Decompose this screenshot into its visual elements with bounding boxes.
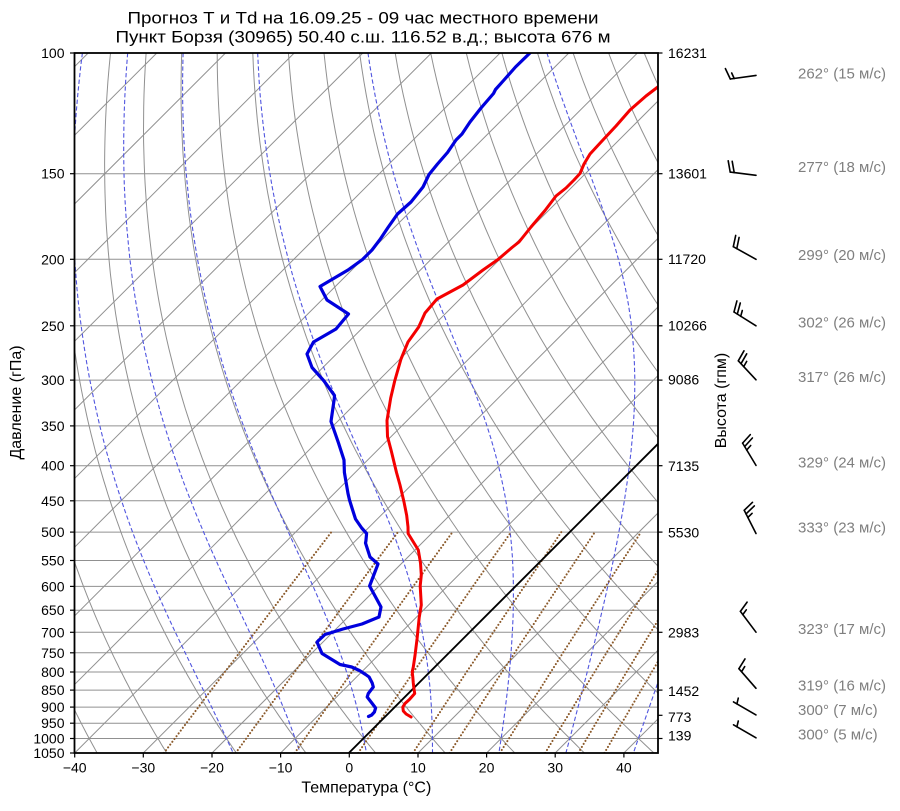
svg-text:Высота (гпм): Высота (гпм) [713, 353, 730, 449]
svg-text:139: 139 [668, 727, 692, 743]
svg-text:900: 900 [41, 699, 65, 715]
svg-text:350: 350 [41, 418, 65, 434]
svg-text:300° (7 м/с): 300° (7 м/с) [798, 702, 878, 719]
svg-text:750: 750 [41, 645, 65, 661]
svg-text:317° (26 м/с): 317° (26 м/с) [798, 369, 886, 386]
svg-text:Давление (гПа): Давление (гПа) [8, 345, 25, 459]
svg-text:300° (5 м/с): 300° (5 м/с) [798, 727, 878, 744]
svg-text:323° (17 м/с): 323° (17 м/с) [798, 621, 886, 638]
svg-text:800: 800 [41, 664, 65, 680]
svg-text:1452: 1452 [668, 683, 699, 699]
svg-text:Пункт Борзя (30965) 50.40 с.ш.: Пункт Борзя (30965) 50.40 с.ш. 116.52 в.… [116, 28, 611, 47]
svg-text:−40: −40 [63, 760, 87, 776]
svg-text:277° (18 м/с): 277° (18 м/с) [798, 159, 886, 176]
svg-text:20: 20 [479, 760, 495, 776]
svg-text:0: 0 [345, 760, 353, 776]
svg-text:40: 40 [616, 760, 632, 776]
svg-text:650: 650 [41, 602, 65, 618]
svg-text:30: 30 [547, 760, 563, 776]
svg-text:−10: −10 [269, 760, 293, 776]
svg-text:773: 773 [668, 709, 692, 725]
svg-text:7135: 7135 [668, 458, 699, 474]
svg-text:400: 400 [41, 458, 65, 474]
svg-text:850: 850 [41, 682, 65, 698]
svg-text:262° (15 м/с): 262° (15 м/с) [798, 65, 886, 82]
svg-text:10266: 10266 [668, 318, 707, 334]
svg-text:Прогноз Т и Td на 16.09.25 - 0: Прогноз Т и Td на 16.09.25 - 09 час мест… [128, 9, 599, 28]
svg-text:299° (20 м/с): 299° (20 м/с) [798, 247, 886, 264]
svg-text:1050: 1050 [33, 745, 64, 761]
svg-text:9086: 9086 [668, 371, 699, 387]
svg-text:302° (26 м/с): 302° (26 м/с) [798, 314, 886, 331]
svg-text:16231: 16231 [668, 45, 707, 61]
svg-text:300: 300 [41, 372, 65, 388]
svg-text:200: 200 [41, 251, 65, 267]
svg-text:450: 450 [41, 493, 65, 509]
svg-text:550: 550 [41, 553, 65, 569]
svg-text:−20: −20 [200, 760, 224, 776]
svg-text:2983: 2983 [668, 624, 699, 640]
svg-text:500: 500 [41, 524, 65, 540]
svg-text:250: 250 [41, 318, 65, 334]
svg-text:700: 700 [41, 624, 65, 640]
svg-text:10: 10 [410, 760, 426, 776]
svg-text:319° (16 м/с): 319° (16 м/с) [798, 677, 886, 694]
svg-text:100: 100 [41, 45, 65, 61]
svg-text:333° (23 м/с): 333° (23 м/с) [798, 519, 886, 536]
svg-text:11720: 11720 [668, 251, 706, 267]
svg-text:−30: −30 [131, 760, 155, 776]
svg-text:950: 950 [41, 715, 65, 731]
svg-text:13601: 13601 [668, 166, 707, 182]
svg-text:329° (24 м/с): 329° (24 м/с) [798, 454, 886, 471]
svg-text:600: 600 [41, 578, 65, 594]
svg-text:Температура (°C): Температура (°C) [301, 780, 431, 797]
svg-text:150: 150 [41, 166, 65, 182]
svg-text:5530: 5530 [668, 524, 699, 540]
